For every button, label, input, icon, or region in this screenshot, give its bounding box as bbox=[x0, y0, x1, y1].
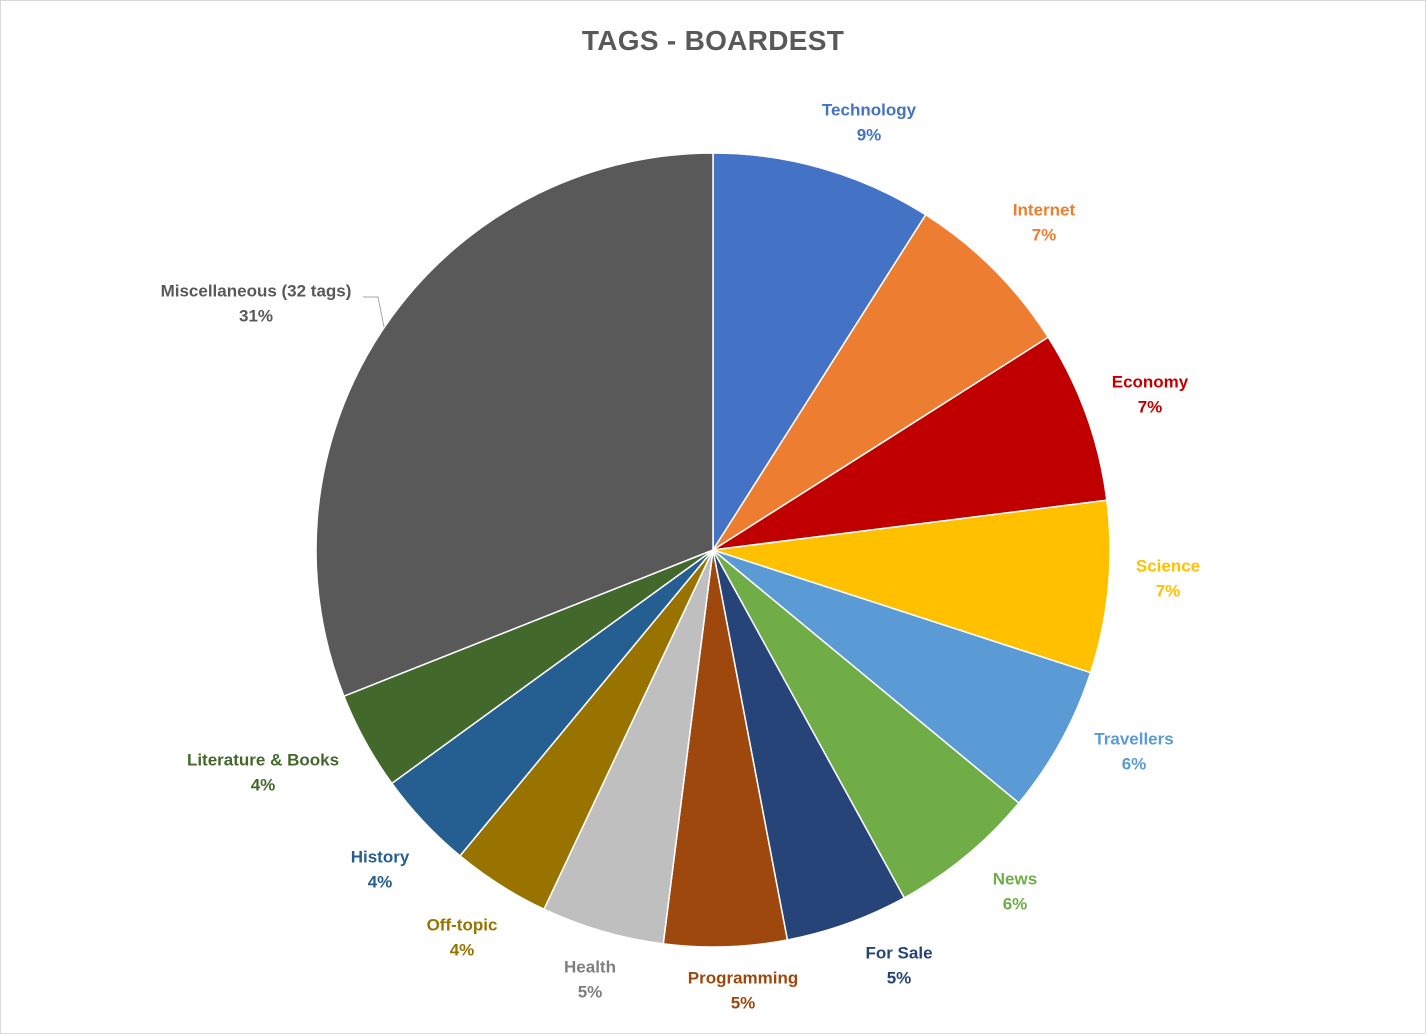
data-label-percent: 6% bbox=[1003, 894, 1028, 913]
data-label-for-sale: For Sale 5% bbox=[865, 943, 932, 987]
data-label-percent: 5% bbox=[578, 982, 603, 1001]
data-label-percent: 4% bbox=[368, 872, 393, 891]
data-label-percent: 31% bbox=[239, 306, 273, 325]
data-label-travellers: Travellers 6% bbox=[1094, 729, 1173, 773]
data-label-science: Science 7% bbox=[1136, 556, 1200, 600]
data-label-name: Literature & Books bbox=[187, 750, 339, 769]
data-label-off-topic: Off-topic 4% bbox=[427, 915, 498, 959]
pie-slice-travellers bbox=[712, 549, 1092, 805]
pie-slice-news bbox=[712, 549, 1020, 899]
data-label-programming: Programming 5% bbox=[688, 968, 799, 1012]
pie-slice-miscellaneous-32-tags bbox=[315, 152, 714, 698]
data-label-name: Health bbox=[564, 957, 616, 976]
data-label-miscellaneous-32-tags: Miscellaneous (32 tags) 31% bbox=[161, 281, 352, 325]
data-label-percent: 7% bbox=[1138, 397, 1163, 416]
data-label-name: History bbox=[351, 847, 410, 866]
data-label-percent: 5% bbox=[887, 968, 912, 987]
data-label-percent: 4% bbox=[450, 940, 475, 959]
data-label-economy: Economy 7% bbox=[1112, 372, 1189, 416]
data-label-percent: 9% bbox=[857, 125, 882, 144]
data-label-percent: 7% bbox=[1032, 225, 1057, 244]
data-label-literature-books: Literature & Books 4% bbox=[187, 750, 339, 794]
pie-slice-internet bbox=[712, 213, 1050, 551]
data-label-history: History 4% bbox=[351, 847, 410, 891]
data-label-percent: 7% bbox=[1156, 581, 1181, 600]
data-label-health: Health 5% bbox=[564, 957, 616, 1001]
data-label-name: Programming bbox=[688, 968, 799, 987]
data-label-internet: Internet 7% bbox=[1013, 200, 1076, 244]
data-label-name: For Sale bbox=[865, 943, 932, 962]
data-label-name: News bbox=[993, 869, 1037, 888]
data-label-percent: 4% bbox=[251, 775, 276, 794]
pie-slices bbox=[315, 152, 1111, 948]
data-label-percent: 6% bbox=[1122, 754, 1147, 773]
data-label-name: Science bbox=[1136, 556, 1200, 575]
pie-slice-economy bbox=[712, 336, 1108, 551]
chart-title: TAGS - BOARDEST bbox=[581, 25, 845, 56]
data-label-news: News 6% bbox=[993, 869, 1037, 913]
pie-slice-technology bbox=[712, 152, 927, 553]
data-label-name: Travellers bbox=[1094, 729, 1173, 748]
data-label-name: Off-topic bbox=[427, 915, 498, 934]
data-label-name: Miscellaneous (32 tags) bbox=[161, 281, 352, 300]
data-label-name: Technology bbox=[822, 100, 917, 119]
data-label-percent: 5% bbox=[731, 993, 756, 1012]
pie-slice-science bbox=[712, 499, 1111, 674]
leader-line-miscellaneous bbox=[363, 296, 385, 328]
data-label-technology: Technology 9% bbox=[822, 100, 917, 144]
data-labels: Technology 9% Internet 7% Economy 7% Science 7%… bbox=[161, 100, 1201, 1012]
data-label-name: Economy bbox=[1112, 372, 1189, 391]
data-label-name: Internet bbox=[1013, 200, 1076, 219]
